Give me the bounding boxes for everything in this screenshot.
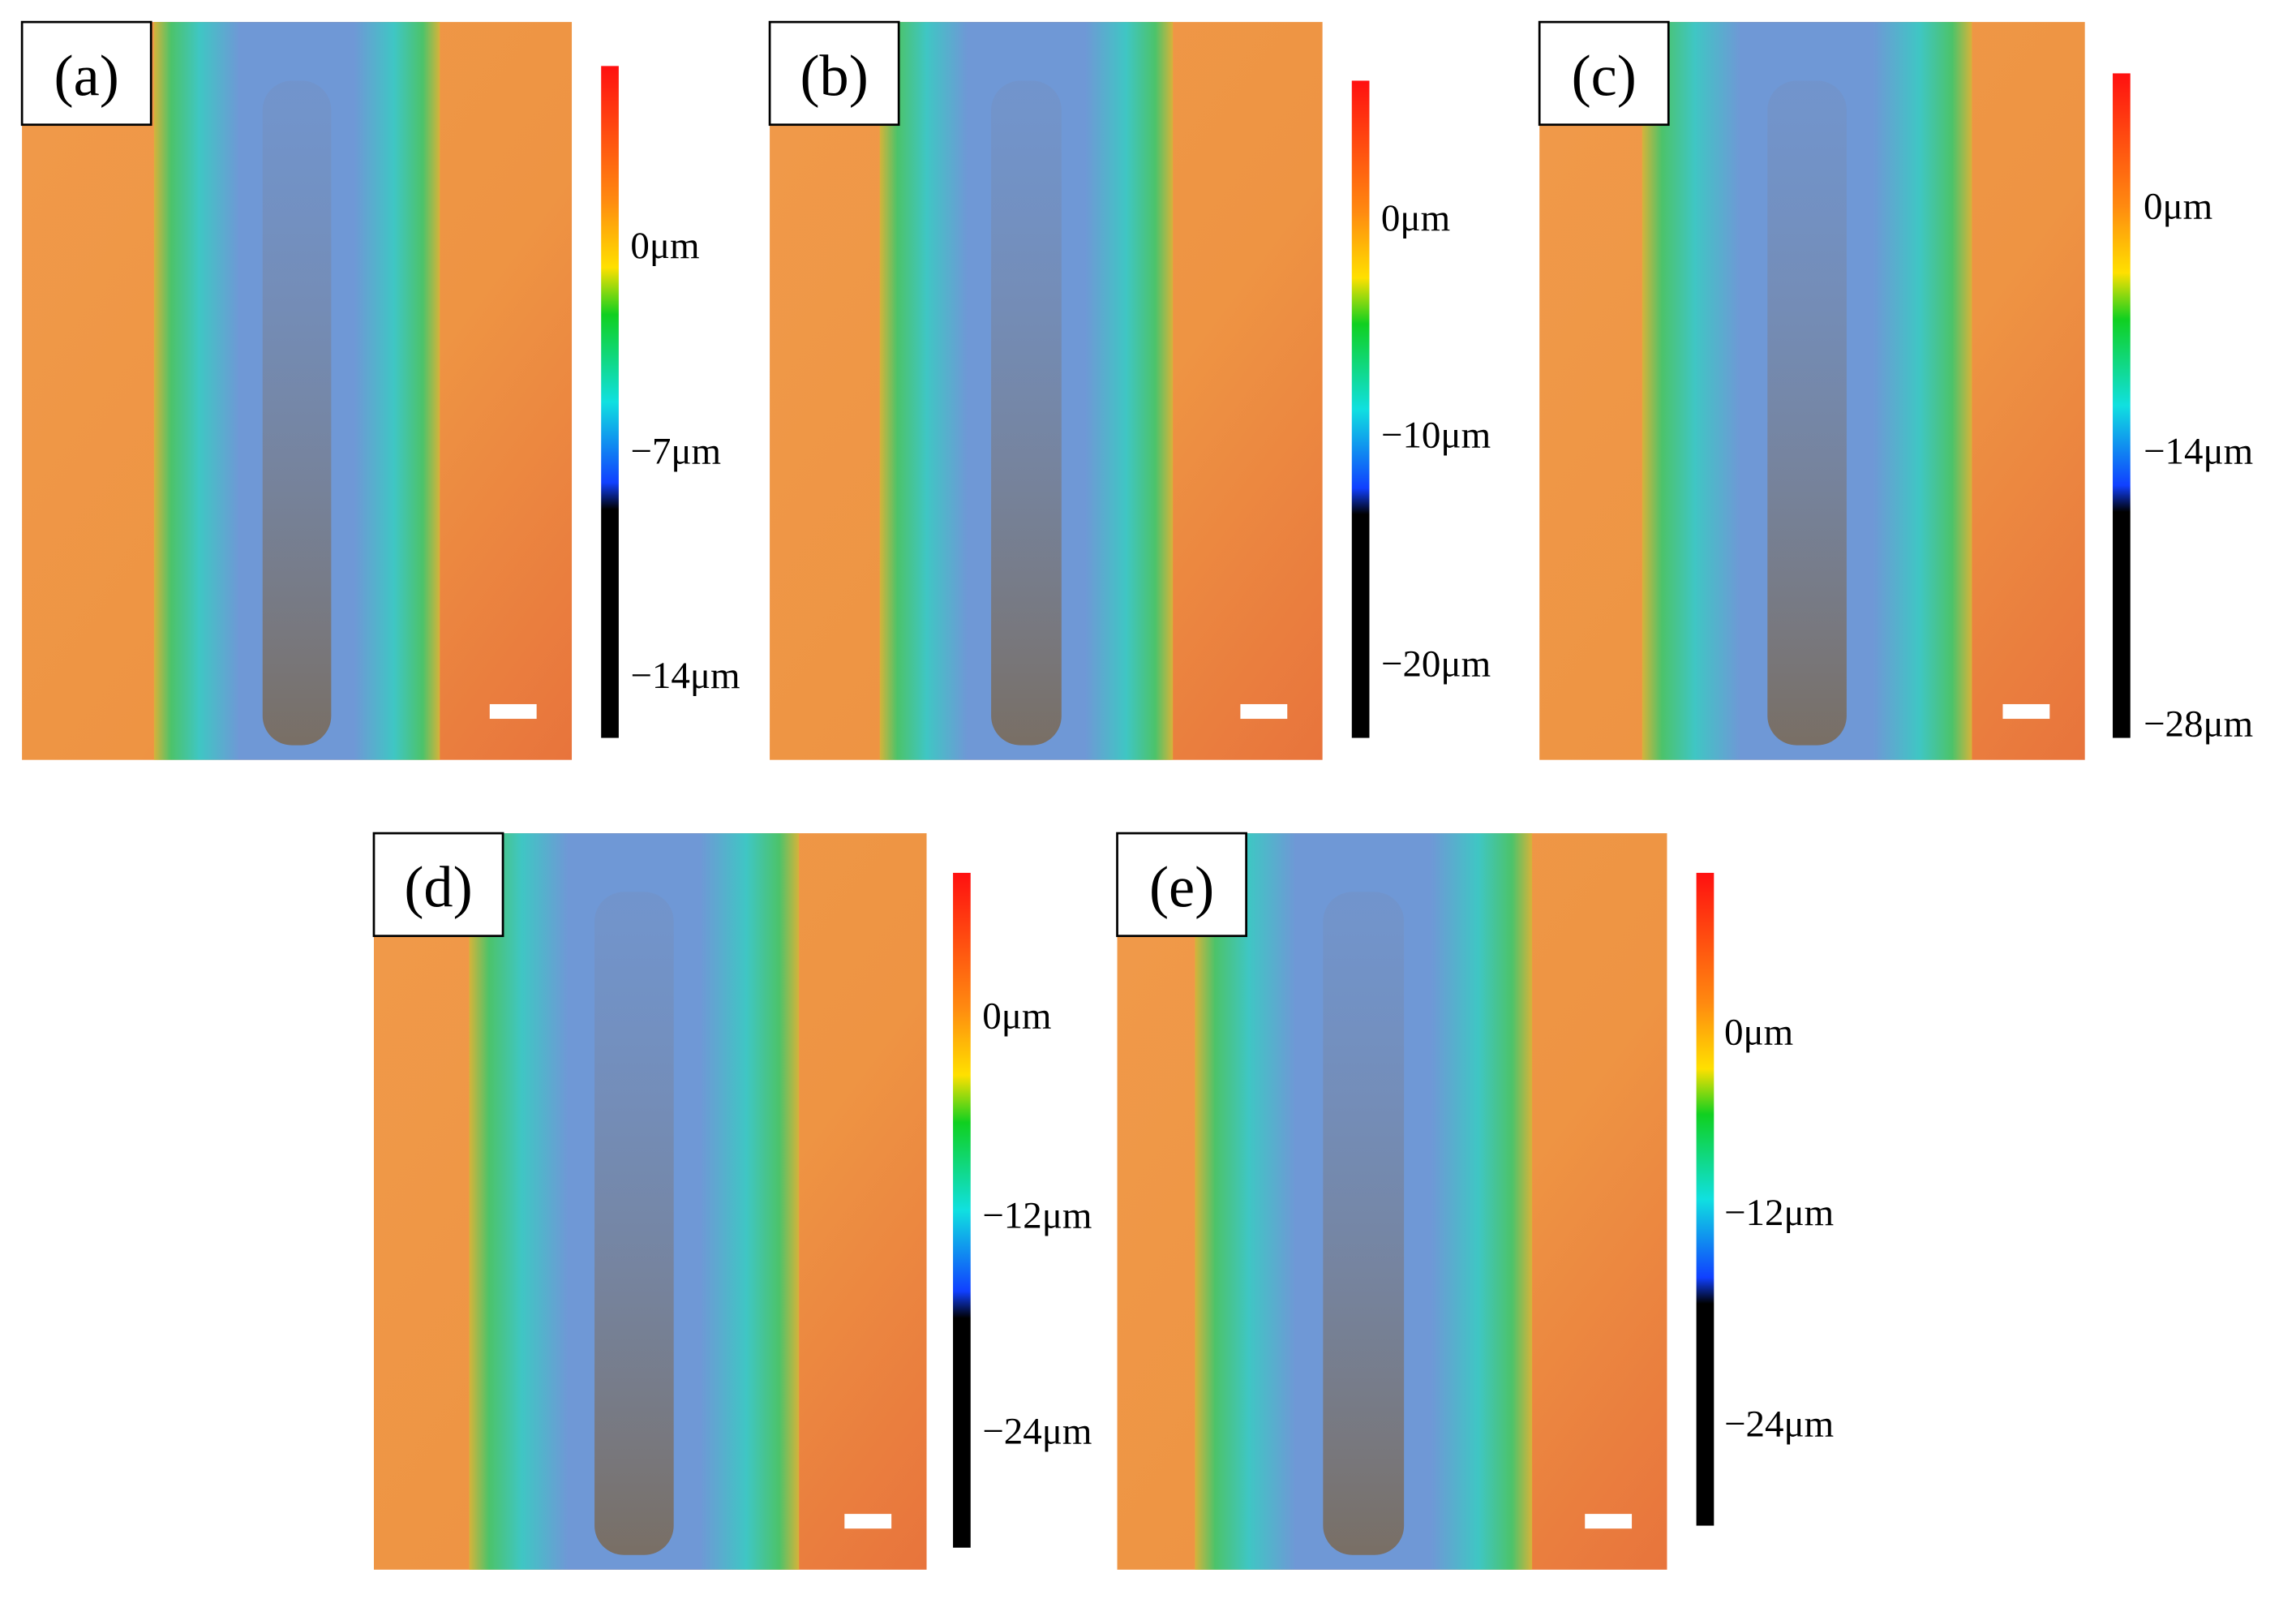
label-box [1538, 20, 1670, 127]
colorbar [1696, 872, 1714, 1526]
colorbar [953, 872, 971, 1548]
colorbar-tick-label: −24μm [1724, 1403, 1834, 1445]
panel-label: (d) [404, 854, 472, 919]
label-box [20, 20, 152, 127]
groove-core [991, 80, 1062, 746]
label-box [1116, 832, 1247, 938]
label-box [372, 832, 504, 938]
groove-core [594, 892, 674, 1555]
colorbar-tick-label: −14μm [2144, 430, 2253, 472]
colorbar-tick-label: 0μm [1724, 1011, 1793, 1053]
colorbar-tick-label: −28μm [2144, 703, 2253, 746]
colorbar-tick-label: 0μm [2144, 185, 2212, 227]
colorbar [2113, 73, 2131, 738]
colorbar-tick-label: −24μm [982, 1410, 1092, 1452]
colorbar-tick-label: −12μm [982, 1195, 1092, 1237]
panel-label: (a) [54, 44, 119, 109]
scale-bar [489, 703, 537, 720]
colorbar-tick-label: −12μm [1724, 1192, 1834, 1234]
groove-core [262, 80, 332, 746]
groove-core [1767, 80, 1847, 746]
colorbar-tick-label: 0μm [982, 995, 1051, 1038]
colorbar-tick-label: −14μm [630, 655, 740, 697]
colorbar-tick-label: 0μm [630, 225, 699, 267]
scale-bar [1240, 703, 1288, 720]
colorbar-tick-label: −10μm [1381, 415, 1491, 457]
scale-bar [1585, 1514, 1633, 1529]
panel-label: (e) [1149, 854, 1214, 919]
scale-bar [844, 1514, 892, 1529]
colorbar-tick-label: −7μm [630, 430, 721, 472]
colorbar-tick-label: −20μm [1381, 643, 1491, 686]
label-box [768, 20, 900, 127]
groove-core [1323, 892, 1405, 1555]
colorbar [1351, 80, 1370, 738]
panel-label: (c) [1572, 44, 1637, 109]
panel-label: (b) [800, 44, 868, 109]
scale-bar [2002, 703, 2050, 720]
colorbar-tick-label: 0μm [1381, 197, 1450, 239]
colorbar [601, 66, 619, 738]
